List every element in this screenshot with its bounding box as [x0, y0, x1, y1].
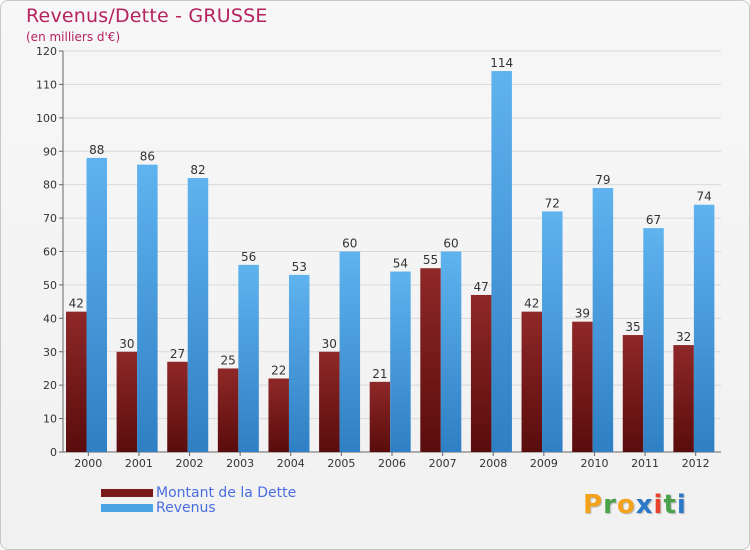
logo-letter: i [676, 490, 687, 520]
bar-revenue [288, 274, 310, 452]
x-tick-label: 2010 [580, 457, 608, 470]
bar-debt [622, 335, 644, 452]
x-tick-label: 2009 [530, 457, 558, 470]
y-tick-label: 90 [43, 145, 57, 158]
x-tick-label: 2000 [74, 457, 102, 470]
legend-swatch-revenue [101, 504, 153, 512]
data-label-revenue: 114 [490, 56, 513, 70]
data-label-revenue: 88 [89, 143, 104, 157]
data-label-debt: 32 [676, 330, 691, 344]
x-tick-label: 2006 [378, 457, 406, 470]
bar-debt [116, 351, 138, 452]
data-label-revenue: 54 [393, 257, 408, 271]
bar-revenue [440, 251, 462, 452]
data-label-debt: 42 [524, 297, 539, 311]
bar-revenue [86, 157, 107, 452]
data-label-revenue: 60 [443, 237, 458, 251]
data-label-debt: 47 [474, 280, 489, 294]
bar-revenue [592, 188, 614, 452]
chart-subtitle: (en milliers d'€) [26, 30, 121, 44]
data-label-debt: 55 [423, 253, 438, 267]
bar-revenue [491, 71, 512, 453]
x-tick-label: 2007 [429, 457, 457, 470]
logo-letter: t [663, 490, 677, 520]
y-tick-label: 70 [43, 212, 57, 225]
data-label-debt: 25 [220, 353, 235, 367]
bar-revenue [238, 264, 259, 452]
logo-letter: r [603, 490, 617, 520]
bar-debt [521, 311, 543, 452]
bar-debt [167, 361, 188, 452]
y-tick-label: 20 [43, 379, 57, 392]
logo-letter: P [583, 490, 604, 520]
bar-debt [572, 321, 593, 452]
data-label-revenue: 86 [140, 150, 155, 164]
bar-revenue [137, 164, 158, 452]
y-tick-label: 10 [43, 413, 57, 426]
bar-revenue [693, 204, 715, 452]
legend-swatch-debt [101, 489, 153, 497]
x-tick-label: 2008 [479, 457, 507, 470]
data-label-debt: 42 [69, 297, 84, 311]
bar-revenue [390, 271, 411, 452]
bar-debt [217, 368, 239, 452]
data-label-debt: 35 [625, 320, 640, 334]
x-tick-label: 2004 [277, 457, 305, 470]
data-label-revenue: 53 [292, 260, 307, 274]
y-tick-label: 40 [43, 312, 57, 325]
bar-debt [66, 311, 87, 452]
y-tick-label: 0 [50, 446, 57, 459]
data-label-debt: 30 [322, 337, 337, 351]
data-label-revenue: 56 [241, 250, 256, 264]
y-tick-label: 110 [36, 78, 57, 91]
bar-revenue [339, 251, 361, 452]
legend-label-revenue: Revenus [156, 500, 216, 516]
x-tick-label: 2005 [327, 457, 355, 470]
data-label-debt: 30 [119, 337, 134, 351]
x-tick-label: 2001 [125, 457, 153, 470]
data-label-debt: 22 [271, 363, 286, 377]
logo-letter: x [635, 490, 654, 520]
bar-debt [470, 294, 492, 452]
y-tick-label: 60 [43, 246, 57, 259]
bar-debt [319, 351, 340, 452]
y-tick-label: 50 [43, 279, 57, 292]
data-label-revenue: 82 [190, 163, 205, 177]
data-label-revenue: 79 [595, 173, 610, 187]
y-tick-label: 120 [36, 45, 57, 58]
logo-letter: o [616, 490, 636, 520]
bar-debt [369, 381, 391, 452]
x-tick-label: 2011 [631, 457, 659, 470]
data-label-revenue: 72 [545, 196, 560, 210]
data-label-debt: 21 [372, 367, 387, 381]
bar-chart: 0 10 20 30 40 50 60 70 80 90 100 110 120 2000 2001 2002… [36, 45, 721, 470]
y-tick-label: 100 [36, 112, 57, 125]
data-label-debt: 39 [575, 307, 590, 321]
logo-letter: i [653, 490, 664, 520]
data-label-revenue: 60 [342, 237, 357, 251]
bar-revenue [187, 177, 209, 452]
bar-debt [420, 268, 441, 452]
chart-title: Revenus/Dette - GRUSSE [26, 5, 268, 27]
x-tick-label: 2002 [176, 457, 204, 470]
bar-debt [673, 345, 694, 452]
x-tick-label: 2012 [682, 457, 710, 470]
data-label-revenue: 74 [696, 190, 711, 204]
y-tick-label: 30 [43, 346, 57, 359]
y-tick-label: 80 [43, 179, 57, 192]
bar-revenue [643, 228, 664, 452]
proxiti-logo: Proxiti [583, 490, 687, 520]
data-label-revenue: 67 [646, 213, 661, 227]
data-label-debt: 27 [170, 347, 185, 361]
bar-revenue [542, 211, 563, 452]
x-tick-label: 2003 [226, 457, 254, 470]
bar-debt [268, 378, 289, 452]
legend-label-debt: Montant de la Dette [156, 485, 297, 501]
